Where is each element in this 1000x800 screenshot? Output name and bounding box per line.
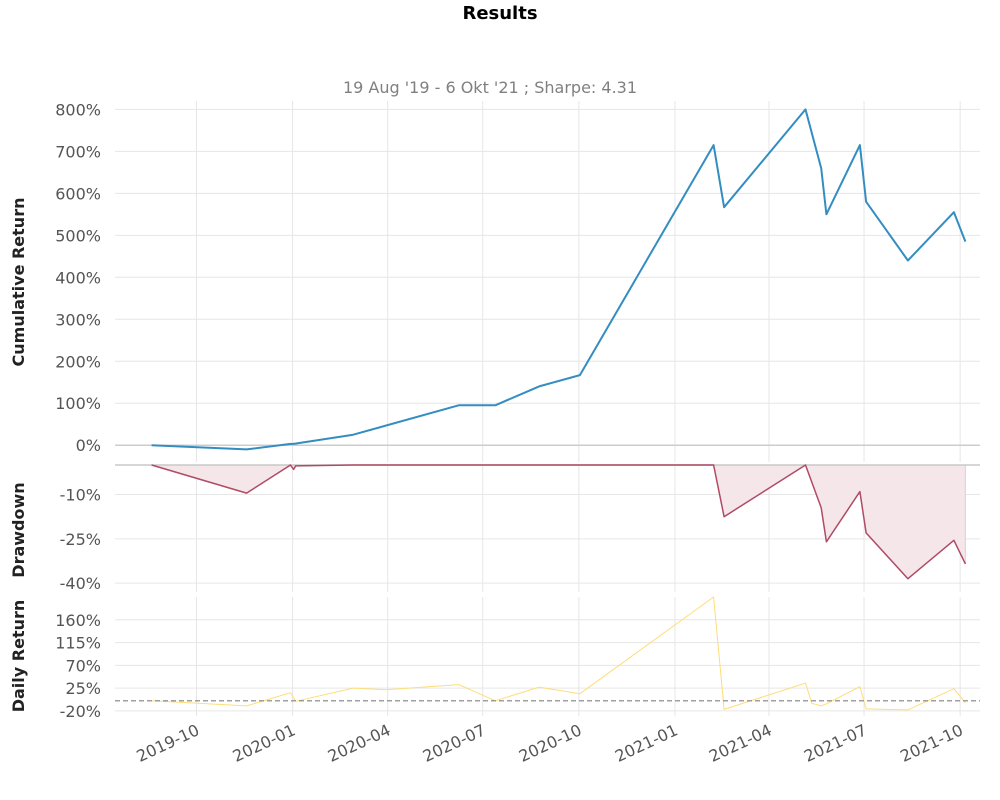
xtick-label: 2020-04 xyxy=(325,720,394,765)
ytick-label: 800% xyxy=(55,100,101,119)
xtick-label: 2021-10 xyxy=(897,720,966,765)
xtick-label: 2021-07 xyxy=(801,720,870,765)
ytick-label: 700% xyxy=(55,142,101,161)
chart-subtitle: 19 Aug '19 - 6 Okt '21 ; Sharpe: 4.31 xyxy=(343,78,637,97)
ytick-label: 600% xyxy=(55,184,101,203)
ytick-label: -10% xyxy=(60,486,101,505)
ytick-label: 70% xyxy=(65,656,101,675)
xtick-label: 2021-01 xyxy=(612,720,681,765)
ylabel-cumulative: Cumulative Return xyxy=(9,198,28,367)
xtick-label: 2019-10 xyxy=(134,720,203,765)
xtick-label: 2020-07 xyxy=(420,720,489,765)
drawdown-area xyxy=(151,465,966,579)
ytick-label: 400% xyxy=(55,268,101,287)
ytick-label: 200% xyxy=(55,352,101,371)
ylabel-drawdown: Drawdown xyxy=(9,482,28,577)
ytick-label: 0% xyxy=(76,436,101,455)
series-drawdown-line xyxy=(151,464,967,580)
ytick-label: 160% xyxy=(55,611,101,630)
chart-panels: 0% 100% 200% 300% 400% 500% 600% 700% 800% Cumula… xyxy=(9,100,980,766)
ylabel-daily: Daily Return xyxy=(9,600,28,713)
panel-drawdown: -10% -25% -40% Drawdown xyxy=(9,464,980,593)
ytick-label: 100% xyxy=(55,394,101,413)
panel-cumulative: 0% 100% 200% 300% 400% 500% 600% 700% 800% Cumula… xyxy=(9,100,980,462)
x-axis: 2019-10 2020-01 2020-04 2020-07 2020-10 2021-… xyxy=(134,720,966,765)
ytick-label: -25% xyxy=(60,530,101,549)
series-cumulative-line xyxy=(151,108,967,451)
ytick-label: 25% xyxy=(65,679,101,698)
xtick-label: 2020-10 xyxy=(516,720,585,765)
panel-daily: -20% 25% 70% 115% 160% Daily Return xyxy=(9,596,980,721)
ytick-label: -20% xyxy=(60,702,101,721)
ytick-label: 500% xyxy=(55,226,101,245)
ytick-label: -40% xyxy=(60,574,101,593)
ytick-label: 300% xyxy=(55,310,101,329)
series-daily-line xyxy=(151,596,966,711)
xtick-label: 2021-04 xyxy=(706,720,775,765)
chart-title: Results xyxy=(462,3,537,24)
xtick-label: 2020-01 xyxy=(230,720,299,765)
ytick-label: 115% xyxy=(55,634,101,653)
